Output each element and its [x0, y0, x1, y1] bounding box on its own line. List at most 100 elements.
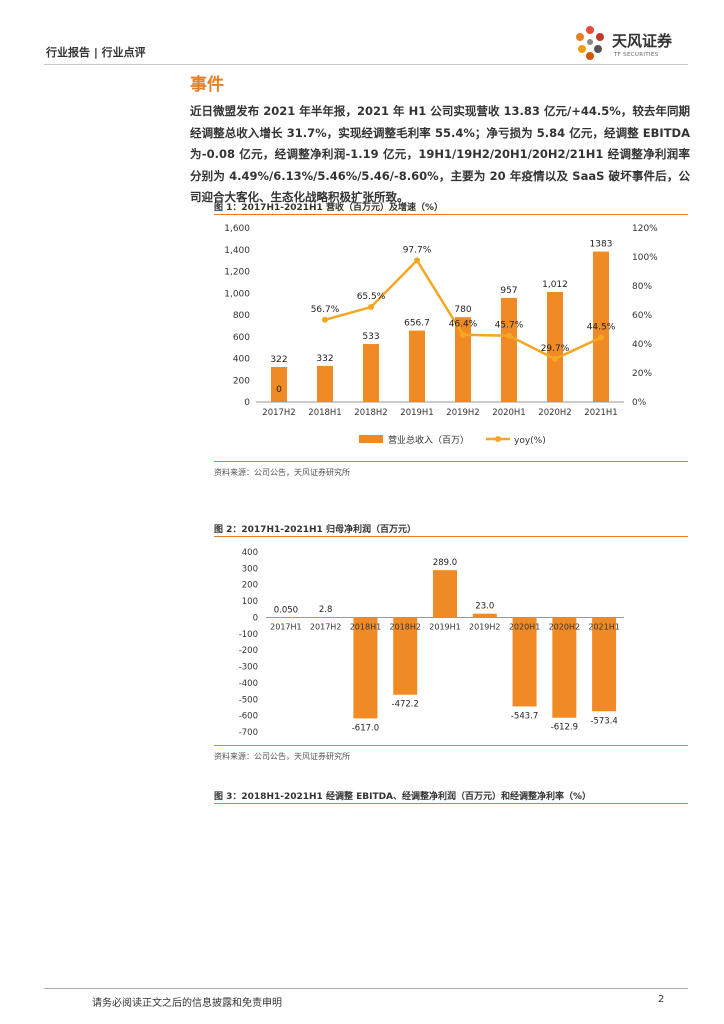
net-profit-label: -472.2 [392, 700, 419, 710]
net-profit-label: -543.7 [511, 711, 538, 721]
x-axis-tick: 2018H2 [354, 408, 387, 418]
revenue-bar-label: 332 [316, 354, 333, 364]
yoy-label: 0 [276, 385, 282, 395]
revenue-bar [271, 366, 287, 402]
net-profit-bar [592, 617, 617, 712]
figure-2-top-rule [214, 536, 688, 537]
y-axis-tick: 400 [242, 548, 258, 558]
figure-1-source: 资料来源：公司公告，天风证券研究所 [214, 468, 350, 477]
legend-line-marker [495, 436, 501, 442]
header-divider [44, 64, 688, 65]
net-profit-bar [273, 617, 298, 618]
legend-line-label: yoy(%) [514, 436, 546, 446]
x-axis-tick: 2017H1 [270, 622, 301, 631]
x-axis-tick: 2018H1 [350, 622, 381, 631]
x-axis-tick: 2019H2 [446, 408, 479, 418]
x-axis-tick: 2017H2 [262, 408, 295, 418]
net-profit-bar [472, 613, 497, 618]
net-profit-chart: 400 300 200 100 0 -100 -200 -300 -400 -500 -600 -70… [239, 548, 624, 738]
page-number: 2 [658, 994, 665, 1005]
net-profit-bar [353, 617, 378, 719]
company-logo: 天风证券 TF SECURITIES [568, 22, 688, 66]
right-axis-tick: 60% [632, 311, 652, 321]
yoy-point [414, 257, 420, 264]
figure-2-bottom-rule [214, 745, 688, 746]
y-axis-tick: -300 [239, 663, 258, 673]
right-axis-tick: 80% [632, 282, 652, 292]
revenue-bar [501, 297, 517, 402]
revenue-bar-label: 1,012 [542, 280, 568, 290]
logo-name: 天风证券 [612, 32, 673, 50]
revenue-bar [363, 344, 379, 402]
x-axis-tick: 2017H2 [310, 622, 341, 631]
x-axis-tick: 2018H2 [389, 622, 420, 631]
net-profit-label: 0.050 [274, 605, 298, 615]
revenue-bar [455, 317, 471, 402]
x-axis-tick: 2020H2 [549, 622, 580, 631]
x-axis-tick: 2020H1 [509, 622, 540, 631]
left-axis-tick: 400 [233, 355, 250, 365]
x-axis-tick: 2020H2 [538, 408, 571, 418]
yoy-label: 65.5% [357, 292, 386, 302]
net-profit-bar [552, 617, 577, 718]
yoy-label: 29.7% [541, 344, 570, 354]
right-axis-tick: 20% [632, 369, 652, 379]
x-axis-tick: 2020H1 [492, 408, 525, 418]
net-profit-bar [393, 617, 418, 695]
legend-bar-swatch [359, 435, 383, 443]
yoy-label: 44.5% [587, 322, 616, 332]
right-axis-tick: 120% [632, 224, 658, 234]
y-axis-tick: -500 [239, 695, 258, 705]
revenue-bar [547, 291, 563, 402]
footer-disclaimer: 请务必阅读正文之后的信息披露和免责申明 [92, 998, 282, 1009]
yoy-point [368, 304, 374, 311]
net-profit-bar [313, 616, 338, 618]
yoy-label: 45.7% [495, 321, 524, 331]
yoy-label: 46.4% [449, 320, 478, 330]
right-axis-tick: 0% [632, 398, 647, 408]
figure-3-top-rule [214, 803, 688, 804]
y-axis-tick: 300 [242, 564, 258, 574]
revenue-bar-label: 533 [362, 332, 379, 342]
revenue-bar-label: 957 [500, 286, 517, 296]
revenue-bar-label: 780 [454, 305, 471, 315]
net-profit-label: -617.0 [352, 723, 379, 733]
y-axis-tick: 100 [242, 597, 258, 607]
right-axis-tick: 100% [632, 253, 658, 263]
yoy-point [552, 355, 558, 362]
revenue-bar [409, 330, 425, 402]
net-profit-label: 2.8 [319, 605, 333, 615]
net-profit-label: 23.0 [475, 602, 494, 612]
y-axis-tick: 0 [253, 613, 258, 623]
y-axis-tick: -200 [239, 646, 258, 656]
yoy-label: 56.7% [311, 305, 340, 315]
revenue-bar-label: 656.7 [404, 319, 430, 329]
left-axis-tick: 600 [233, 333, 250, 343]
figure-1-bottom-rule [214, 461, 688, 462]
header-breadcrumb: 行业报告 | 行业点评 [46, 46, 146, 59]
left-axis-tick: 0 [244, 398, 250, 408]
left-axis-tick: 1,400 [224, 246, 250, 256]
yoy-point [322, 316, 328, 323]
section-paragraph: 近日微盟发布 2021 年半年报，2021 年 H1 公司实现营收 13.83 … [190, 104, 690, 204]
net-profit-bar [433, 570, 457, 618]
x-axis-tick: 2018H1 [308, 408, 341, 418]
net-profit-bar [512, 617, 537, 707]
y-axis-tick: -100 [239, 630, 258, 640]
left-axis-tick: 1,600 [224, 224, 250, 234]
x-axis-tick: 2019H2 [469, 622, 500, 631]
net-profit-label: -573.4 [590, 716, 617, 726]
flower-logo-icon [576, 26, 604, 60]
figure-2-title: 图 2：2017H1-2021H1 归母净利润（百万元） [214, 525, 416, 535]
y-axis-tick: -600 [239, 712, 258, 722]
section-title: 事件 [190, 75, 224, 95]
net-profit-label: -612.9 [551, 723, 578, 733]
left-axis-tick: 1,200 [224, 268, 250, 278]
right-axis-tick: 40% [632, 340, 652, 350]
revenue-bar-label: 1383 [590, 240, 613, 250]
revenue-growth-chart: 0 200 400 600 800 1,000 1,200 1,400 1,600 0% 20% 40… [224, 224, 658, 446]
revenue-bar [317, 365, 333, 402]
legend-bar-label: 营业总收入（百万） [388, 434, 469, 446]
logo-subtitle: TF SECURITIES [614, 52, 659, 58]
revenue-bar-label: 322 [270, 355, 287, 365]
